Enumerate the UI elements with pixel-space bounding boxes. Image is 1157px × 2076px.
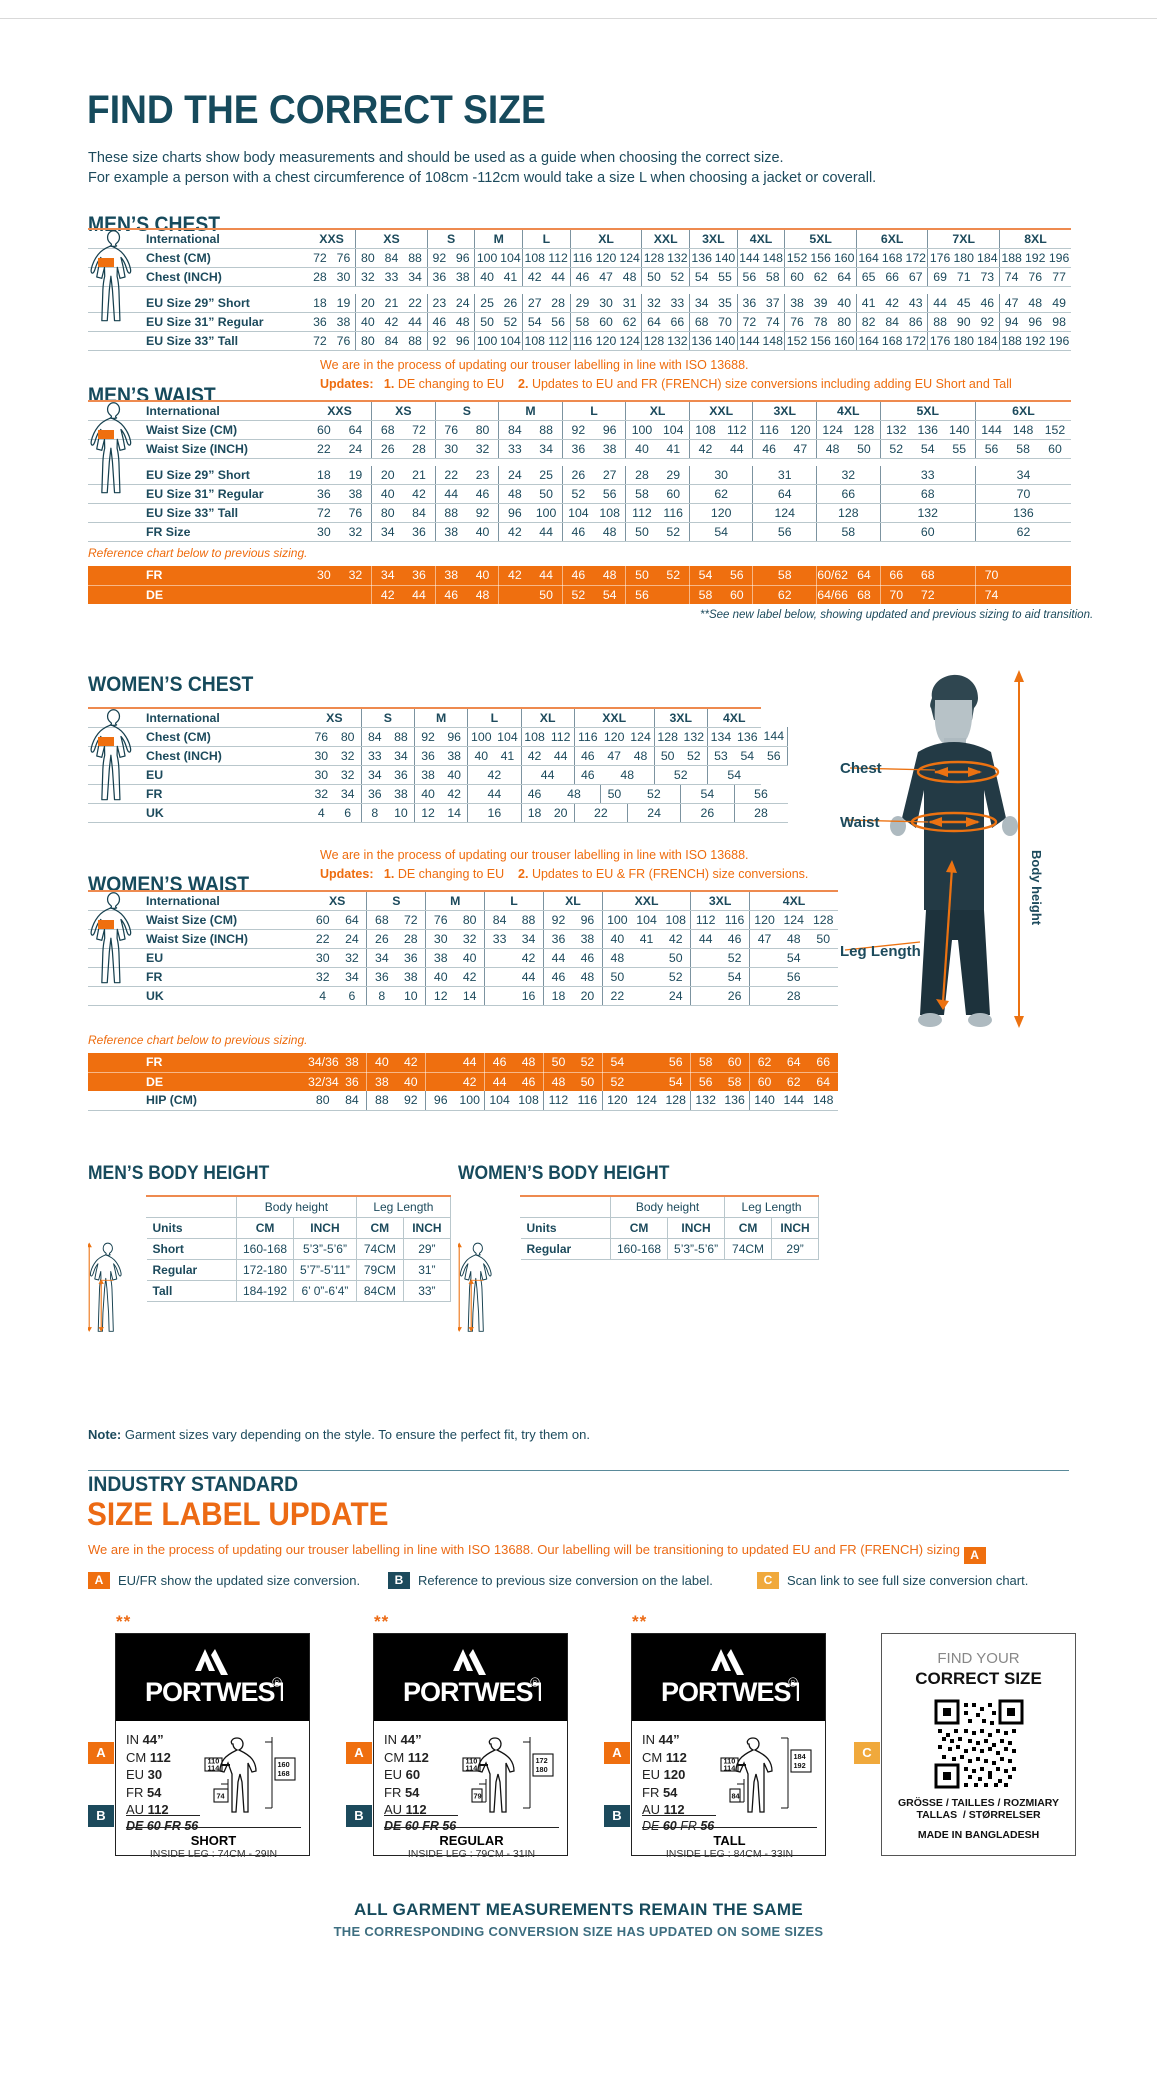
svg-text:PORTWEST: PORTWEST <box>145 1677 283 1707</box>
svg-text:R: R <box>791 1680 795 1686</box>
svg-text:79: 79 <box>474 1792 482 1801</box>
svg-text:172: 172 <box>536 1756 548 1765</box>
svg-text:R: R <box>533 1680 537 1686</box>
svg-text:192: 192 <box>794 1761 806 1770</box>
svg-text:180: 180 <box>536 1765 548 1774</box>
svg-text:Chest: Chest <box>840 760 882 777</box>
svg-text:Leg Length: Leg Length <box>840 943 921 960</box>
svg-text:84: 84 <box>732 1792 741 1801</box>
svg-text:168: 168 <box>278 1769 290 1778</box>
svg-text:160: 160 <box>278 1760 290 1769</box>
svg-text:PORTWEST: PORTWEST <box>661 1677 799 1707</box>
svg-text:R: R <box>275 1680 279 1686</box>
svg-text:74: 74 <box>217 1792 226 1801</box>
svg-text:114: 114 <box>724 1764 737 1773</box>
svg-text:Waist: Waist <box>840 814 879 831</box>
svg-text:PORTWEST: PORTWEST <box>403 1677 541 1707</box>
svg-text:Body height: Body height <box>1029 850 1044 926</box>
svg-text:114: 114 <box>466 1764 479 1773</box>
svg-text:114: 114 <box>208 1764 221 1773</box>
svg-text:184: 184 <box>794 1752 807 1761</box>
